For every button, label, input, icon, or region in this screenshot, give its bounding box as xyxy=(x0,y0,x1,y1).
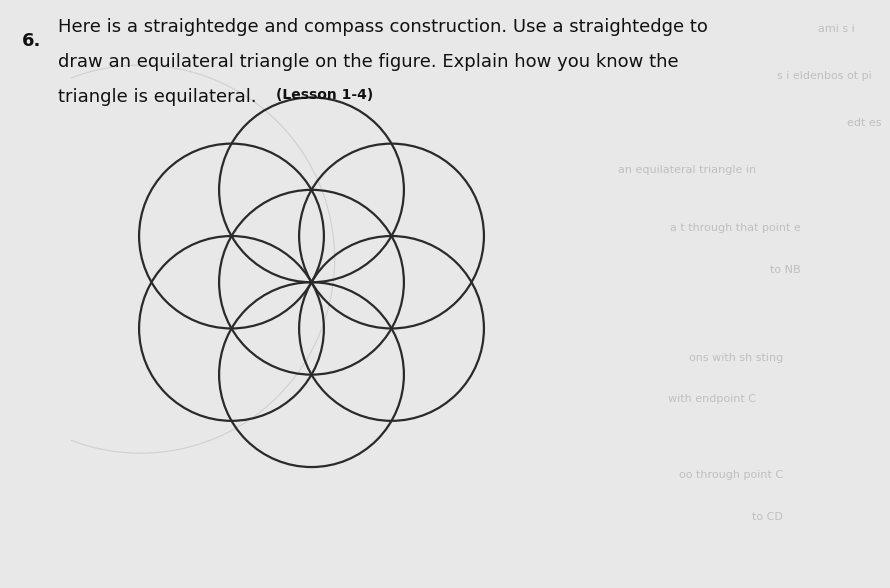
Text: edt es: edt es xyxy=(846,118,881,128)
Text: oo through point C: oo through point C xyxy=(679,470,783,480)
Text: s i eldenbos ot pi: s i eldenbos ot pi xyxy=(778,71,872,81)
Text: Here is a straightedge and compass construction. Use a straightedge to: Here is a straightedge and compass const… xyxy=(58,18,708,36)
Text: to NB: to NB xyxy=(771,265,801,275)
Text: a t through that point e: a t through that point e xyxy=(670,223,801,233)
Text: draw an equilateral triangle on the figure. Explain how you know the: draw an equilateral triangle on the figu… xyxy=(58,53,678,71)
Text: an equilateral triangle in: an equilateral triangle in xyxy=(619,165,756,175)
Text: to CD: to CD xyxy=(752,512,783,522)
Text: triangle is equilateral.: triangle is equilateral. xyxy=(58,88,256,106)
Text: ons with sh sting: ons with sh sting xyxy=(689,353,783,363)
Text: (Lesson 1-4): (Lesson 1-4) xyxy=(276,88,373,102)
Text: ami s i: ami s i xyxy=(818,24,854,34)
Text: with endpoint C: with endpoint C xyxy=(668,394,756,404)
Text: 6.: 6. xyxy=(22,32,42,51)
